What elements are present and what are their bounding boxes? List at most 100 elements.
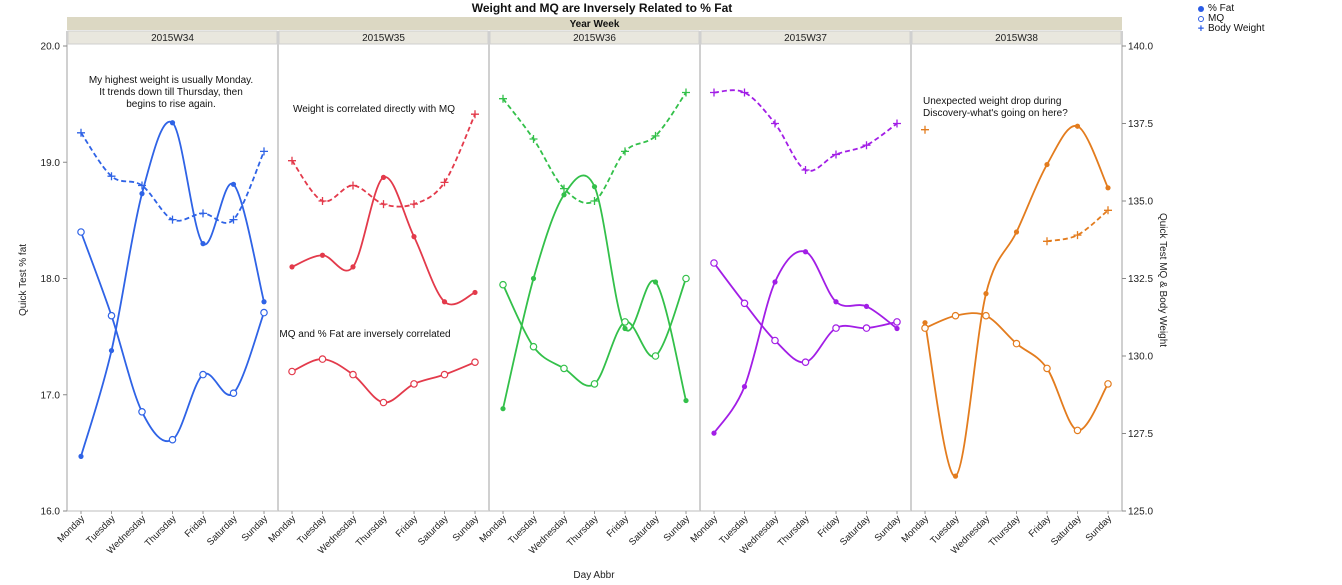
point-fat — [983, 291, 989, 297]
point-weight — [621, 147, 629, 156]
chart-title: Weight and MQ are Inversely Related to %… — [472, 1, 733, 15]
x-tick-label: Thursday — [143, 513, 179, 549]
point-fat — [200, 241, 206, 247]
point-mq — [1012, 339, 1021, 348]
point-mq — [682, 274, 690, 283]
y-tick-label-left: 16.0 — [41, 507, 61, 518]
point-mq — [77, 228, 85, 236]
point-mq — [410, 380, 418, 388]
point-fat — [380, 174, 387, 180]
legend-label: MQ — [1208, 13, 1225, 24]
point-weight — [893, 119, 901, 128]
point-fat — [863, 303, 870, 309]
y-tick-label-right: 127.5 — [1128, 429, 1153, 440]
y-tick-label-right: 132.5 — [1128, 274, 1153, 285]
point-mq — [862, 324, 871, 332]
point-weight — [651, 131, 660, 140]
panel-week-label: 2015W35 — [362, 33, 405, 44]
point-weight — [138, 181, 146, 190]
point-fat — [591, 184, 598, 190]
point-weight — [288, 156, 296, 165]
point-mq — [982, 311, 990, 320]
point-mq — [1104, 380, 1112, 388]
annotation: My highest weight is usually Monday. It t… — [89, 75, 253, 110]
point-fat — [741, 384, 748, 390]
point-weight — [199, 209, 207, 218]
point-fat — [772, 279, 778, 285]
panel-plot-area — [279, 46, 488, 511]
point-weight — [318, 197, 327, 205]
y-axis-right-label: Quick Test MQ & Body Weight — [1157, 213, 1168, 347]
point-fat — [622, 325, 628, 332]
x-tick-label: Saturday — [1049, 513, 1084, 548]
point-fat — [833, 299, 839, 305]
annotation: Unexpected weight drop during Discovery-w… — [923, 96, 1068, 119]
y-tick-label-left: 17.0 — [41, 390, 61, 401]
point-fat — [261, 299, 267, 305]
point-mq — [379, 398, 388, 407]
y-tick-label-left: 18.0 — [41, 274, 61, 285]
legend-item-fat: % Fat — [1194, 4, 1265, 14]
point-fat — [1013, 229, 1020, 235]
point-mq — [1043, 364, 1051, 373]
point-weight — [1073, 231, 1082, 240]
point-weight — [229, 215, 238, 224]
point-weight — [260, 147, 268, 156]
y-tick-label-left: 19.0 — [41, 158, 61, 169]
legend-circle-icon — [1194, 14, 1208, 24]
point-weight — [590, 197, 599, 205]
panel-plot-area — [701, 46, 910, 511]
panel-plot-area — [490, 46, 699, 511]
point-fat — [472, 289, 478, 296]
x-tick-label: Sunday — [662, 513, 693, 544]
panel-week-label: 2015W37 — [784, 33, 827, 44]
x-tick-label: Saturday — [627, 513, 662, 548]
point-weight — [349, 181, 357, 190]
point-fat — [289, 264, 295, 270]
legend: % Fat MQ + Body Weight — [1194, 4, 1265, 35]
point-mq — [229, 389, 238, 398]
x-tick-label: Saturday — [838, 513, 873, 548]
x-tick-label: Monday — [688, 513, 720, 545]
point-weight — [107, 172, 116, 181]
x-tick-label: Friday — [1027, 513, 1054, 540]
x-tick-label: Sunday — [873, 513, 904, 544]
annotation: MQ and % Fat are inversely correlated — [279, 329, 450, 340]
point-fat — [230, 181, 237, 187]
x-tick-label: Monday — [899, 513, 931, 545]
point-fat — [441, 299, 448, 305]
point-fat — [78, 453, 84, 459]
x-tick-label: Friday — [183, 513, 210, 540]
point-mq — [921, 324, 929, 332]
x-tick-label: Saturday — [205, 513, 240, 548]
point-mq — [771, 336, 779, 345]
point-fat — [411, 234, 417, 240]
point-mq — [471, 358, 479, 367]
point-mq — [349, 370, 357, 379]
point-mq — [621, 318, 629, 326]
point-mq — [107, 311, 116, 320]
point-weight — [862, 141, 871, 150]
x-tick-label: Saturday — [416, 513, 451, 548]
point-mq — [590, 380, 599, 388]
point-fat — [530, 275, 537, 282]
point-fat — [139, 191, 145, 197]
point-mq — [499, 280, 507, 289]
annotation: Weight is correlated directly with MQ — [293, 104, 455, 115]
point-mq — [440, 370, 449, 379]
y-tick-label-right: 135.0 — [1128, 197, 1153, 208]
y-axis-left-label: Quick Test % fat — [18, 244, 29, 316]
point-fat — [952, 473, 959, 479]
point-mq — [560, 364, 568, 373]
y-tick-label-right: 125.0 — [1128, 507, 1153, 518]
point-weight — [379, 200, 388, 209]
legend-label: % Fat — [1208, 3, 1235, 14]
legend-label: Body Weight — [1208, 23, 1265, 34]
point-weight — [771, 119, 779, 128]
point-fat — [1044, 161, 1050, 168]
point-mq — [288, 367, 296, 376]
